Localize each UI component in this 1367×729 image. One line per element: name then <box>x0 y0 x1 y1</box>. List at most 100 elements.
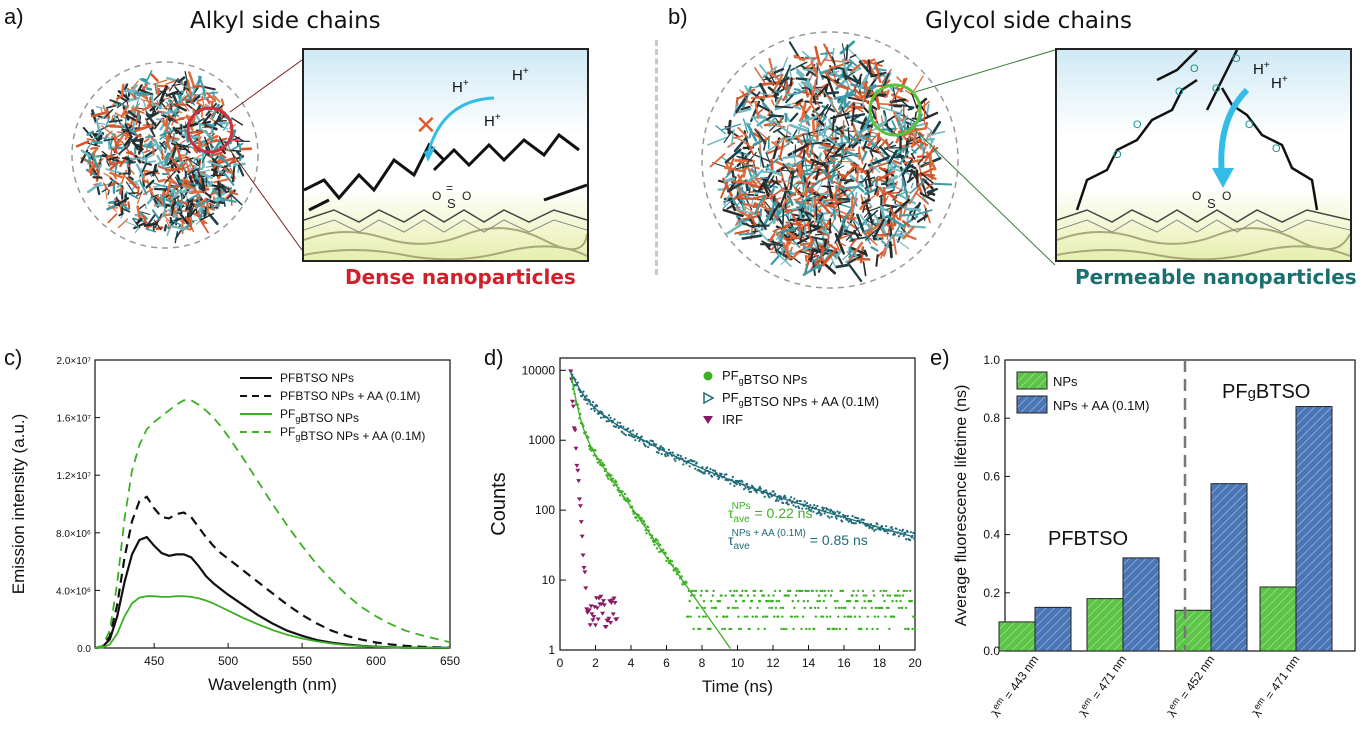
irf-point <box>610 612 616 617</box>
chain-segment <box>844 150 859 158</box>
chain-segment <box>857 148 864 165</box>
decay-point-nps <box>775 599 778 603</box>
chain-segment <box>859 174 865 182</box>
decay-point-aa <box>782 501 785 505</box>
chain-segment <box>174 230 182 240</box>
chain-segment <box>744 85 751 96</box>
decay-point-nps <box>690 594 693 597</box>
chain-segment <box>885 223 897 227</box>
chain-segment <box>776 244 784 252</box>
chain-segment <box>817 128 828 143</box>
decay-point-aa <box>634 439 637 442</box>
decay-point-nps <box>879 589 882 593</box>
chain-segment <box>768 72 777 85</box>
decay-point-nps <box>721 627 724 631</box>
decay-point-nps <box>712 589 715 593</box>
chain-segment <box>773 90 781 94</box>
decay-point-aa <box>718 472 722 475</box>
decay-point-nps <box>795 589 798 593</box>
chain-segment <box>723 130 733 143</box>
panel-b-label: b) <box>668 4 688 29</box>
chain-segment <box>126 115 142 124</box>
chain-segment <box>767 109 772 117</box>
decay-point-nps <box>621 490 624 493</box>
decay-point-aa <box>830 515 833 518</box>
irf-point <box>588 604 594 609</box>
chain-segment <box>826 147 834 152</box>
decay-point-nps <box>691 589 695 593</box>
x-tick-label: 550 <box>292 654 312 668</box>
chain-segment <box>133 221 148 230</box>
decay-point-nps <box>827 589 830 593</box>
chain-segment <box>735 164 754 170</box>
chain-segment <box>863 212 869 218</box>
decay-point-aa <box>586 402 589 405</box>
decay-point-aa <box>595 404 599 408</box>
decay-point-nps <box>751 615 754 618</box>
chain-segment <box>186 202 194 211</box>
chain-segment <box>735 95 748 113</box>
chain-segment <box>736 208 758 216</box>
chain-segment <box>814 237 820 251</box>
chain-segment <box>178 161 188 164</box>
chain-segment <box>195 157 201 166</box>
decay-point-nps <box>729 627 733 631</box>
chain-segment <box>189 94 197 104</box>
chain-segment <box>165 219 171 229</box>
decay-point-aa <box>787 503 790 506</box>
chain-segment <box>799 224 805 245</box>
decay-point-nps <box>887 606 890 610</box>
chain-segment <box>843 149 856 151</box>
chain-segment <box>812 168 823 174</box>
decay-point-nps <box>852 589 855 593</box>
chain-segment <box>139 78 151 85</box>
chain-segment <box>159 99 165 104</box>
chain-segment <box>144 93 149 102</box>
decay-point-nps <box>664 552 667 555</box>
chain-segment <box>128 192 138 195</box>
decay-point-aa <box>909 539 912 542</box>
chain-segment <box>181 182 193 190</box>
chain-segment <box>238 155 243 162</box>
chain-segment <box>818 121 835 137</box>
chain-segment <box>172 185 181 189</box>
decay-point-aa <box>827 508 830 511</box>
decay-point-aa <box>755 491 758 494</box>
chain-segment <box>867 156 890 167</box>
chain-segment <box>720 123 742 131</box>
chain-segment <box>181 162 184 173</box>
chain-segment <box>145 87 153 91</box>
chain-segment <box>108 148 113 166</box>
decay-point-aa <box>891 528 894 531</box>
proton-label: H+ <box>512 66 529 84</box>
chain-segment <box>204 122 207 128</box>
chain-segment <box>774 105 794 109</box>
chain-segment <box>757 215 767 230</box>
chain-segment <box>201 205 216 211</box>
irf-point <box>580 553 586 558</box>
chain-segment <box>908 187 920 205</box>
decay-point-nps <box>762 594 766 597</box>
decay-point-nps <box>715 615 719 618</box>
chain-segment <box>902 226 915 239</box>
chain-segment <box>214 110 217 116</box>
x-tick-label: 10 <box>731 656 745 670</box>
chain-segment <box>781 245 784 257</box>
decay-point-nps <box>702 599 706 603</box>
chain-segment <box>153 119 162 130</box>
decay-point-nps <box>807 589 810 593</box>
chain-segment <box>904 207 922 212</box>
decay-point-aa <box>912 531 915 535</box>
decay-point-nps <box>792 627 795 631</box>
decay-point-nps <box>688 599 691 603</box>
chain-segment <box>823 185 830 189</box>
decay-point-nps <box>739 627 742 631</box>
decay-point-aa <box>869 525 872 528</box>
chain-segment <box>179 196 184 209</box>
chain-segment <box>898 115 909 129</box>
chain-segment <box>113 147 118 154</box>
decay-point-aa <box>609 416 612 419</box>
chain-segment <box>164 203 171 207</box>
chain-segment <box>894 203 906 209</box>
chain-segment <box>911 131 918 147</box>
